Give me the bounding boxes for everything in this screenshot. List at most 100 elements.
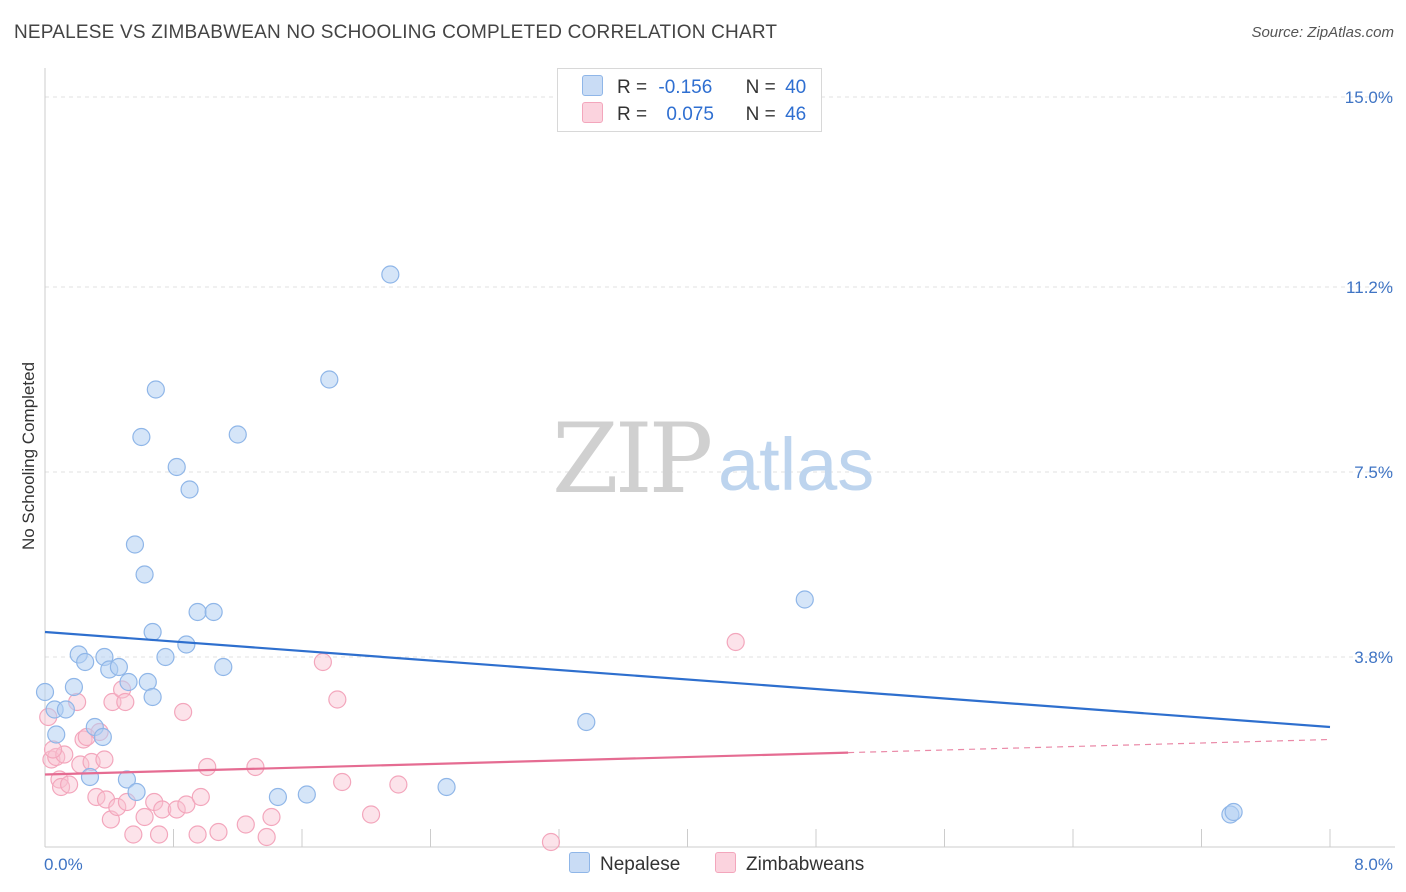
bottom-legend-label-nepalese: Nepalese: [600, 854, 681, 875]
legend-n-label: N =: [745, 104, 776, 125]
zimbabweans-point-20: [116, 692, 135, 712]
zimbabweans-point-33: [209, 822, 228, 842]
zimbabweans-point-9: [74, 730, 93, 749]
nepalese-point-21: [132, 427, 151, 447]
nepalese-point-26: [180, 480, 199, 499]
legend-swatch-nepalese: [582, 75, 603, 96]
zimbabweans-point-17: [103, 692, 122, 712]
zimbabweans-point-29: [177, 795, 196, 814]
zimbabweans-point-26: [153, 800, 172, 819]
y-tick-label-0: 3.8%: [1354, 648, 1393, 667]
nepalese-point-25: [177, 635, 196, 654]
nepalese-point-15: [127, 782, 146, 802]
legend-r-label: R =: [617, 104, 648, 125]
nepalese-point-2: [56, 700, 75, 719]
nepalese-point-19: [135, 565, 154, 584]
zimbabweans-point-18: [108, 797, 127, 817]
zimbabweans-point-42: [389, 775, 408, 794]
legend-row-zimbabweans: R = 0.075 N = 46: [582, 102, 806, 126]
zimbabweans-point-25: [149, 825, 169, 844]
nepalese-point-12: [109, 657, 128, 677]
nepalese-point-36: [577, 712, 596, 732]
nepalese-point-34: [381, 265, 400, 284]
zimbabweans-point-23: [135, 807, 154, 827]
nepalese-point-32: [297, 785, 316, 804]
legend-r-label: R =: [617, 77, 648, 98]
zimbabweans-point-27: [167, 800, 186, 819]
nepalese-point-5: [76, 652, 95, 672]
nepalese-point-24: [167, 457, 186, 477]
correlation-legend: R = -0.156 N = 40 R = 0.075 N = 46: [557, 68, 822, 132]
trend-lines: [44, 630, 1331, 776]
legend-n-value-nepalese: 40: [785, 77, 807, 98]
nepalese-point-22: [125, 535, 145, 554]
nepalese-points: [35, 265, 1243, 824]
zimbabweans-point-30: [188, 825, 207, 844]
nepalese-point-33: [320, 370, 339, 389]
zimbabweans-point-31: [191, 787, 210, 807]
bottom-legend-swatch-zimbabweans: [715, 852, 736, 873]
nepalese-point-13: [119, 672, 138, 692]
nepalese-point-8: [80, 767, 100, 787]
zimbabweans-point-6: [59, 775, 79, 794]
legend-n-value-zimbabweans: 46: [785, 104, 807, 125]
zimbabweans-point-35: [246, 757, 265, 777]
zimbabweans-point-34: [236, 815, 255, 834]
gridlines: [45, 96, 1395, 658]
nepalese-point-20: [143, 622, 162, 642]
legend-r-value-nepalese: -0.156: [658, 77, 713, 98]
source-label: Source: ZipAtlas.com: [1251, 24, 1394, 41]
zimbabweans-point-45: [43, 740, 63, 759]
legend-r-value-zimbabweans: 0.075: [666, 104, 714, 125]
zimbabweans-point-22: [124, 825, 143, 844]
watermark-atlas: atlas: [718, 423, 874, 506]
y-axis-label: No Schooling Completed: [19, 362, 38, 550]
y-tick-label-3: 15.0%: [1345, 88, 1393, 107]
zimbabweans-point-28: [174, 702, 193, 722]
nepalese-point-3: [64, 677, 84, 697]
x-tick-label-1: 8.0%: [1354, 855, 1393, 874]
zimbabweans-trend-line-extension: [848, 738, 1331, 754]
nepalese-point-29: [214, 657, 233, 677]
nepalese-point-16: [138, 672, 157, 692]
zimbabweans-points: [39, 632, 745, 852]
zimbabweans-point-32: [198, 757, 217, 777]
zimbabweans-trend-line: [44, 751, 849, 776]
nepalese-point-14: [117, 770, 137, 789]
nepalese-point-6: [47, 725, 66, 744]
zimbabweans-point-41: [361, 805, 381, 824]
zimbabweans-point-39: [328, 690, 347, 709]
y-tick-label-2: 11.2%: [1346, 278, 1393, 297]
zimbabweans-point-38: [313, 652, 332, 672]
nepalese-point-37: [795, 590, 814, 609]
zimbabweans-point-44: [726, 632, 745, 652]
x-tick-labels: 0.0% 8.0%: [44, 855, 1393, 874]
nepalese-point-27: [188, 602, 207, 622]
nepalese-point-28: [204, 602, 223, 622]
nepalese-point-39: [1224, 802, 1243, 822]
nepalese-point-0: [35, 682, 55, 702]
chart-title: NEPALESE VS ZIMBABWEAN NO SCHOOLING COMP…: [14, 22, 778, 43]
zimbabweans-point-5: [55, 745, 74, 764]
x-tick-label-0: 0.0%: [44, 855, 83, 874]
legend-swatch-zimbabweans: [582, 102, 603, 123]
watermark-zip: ZIP: [552, 403, 711, 515]
bottom-legend-nepalese: Nepalese: [569, 852, 680, 876]
y-tick-labels: 3.8% 7.5% 11.2% 15.0%: [1345, 88, 1393, 667]
nepalese-trend-line: [44, 630, 1331, 729]
zimbabweans-point-14: [95, 750, 114, 769]
zimbabweans-point-37: [262, 807, 281, 827]
legend-row-nepalese: R = -0.156 N = 40: [582, 75, 806, 99]
y-tick-label-1: 7.5%: [1354, 463, 1393, 482]
bottom-legend-label-zimbabweans: Zimbabweans: [746, 854, 865, 875]
nepalese-point-17: [143, 687, 162, 707]
bottom-legend-zimbabweans: Zimbabweans: [715, 852, 864, 876]
nepalese-point-35: [437, 777, 456, 797]
nepalese-point-30: [228, 425, 247, 444]
zimbabweans-point-36: [257, 827, 276, 847]
nepalese-point-9: [93, 727, 112, 747]
zimbabweans-point-43: [541, 832, 561, 852]
bottom-legend-swatch-nepalese: [569, 852, 590, 873]
nepalese-point-23: [146, 380, 165, 399]
